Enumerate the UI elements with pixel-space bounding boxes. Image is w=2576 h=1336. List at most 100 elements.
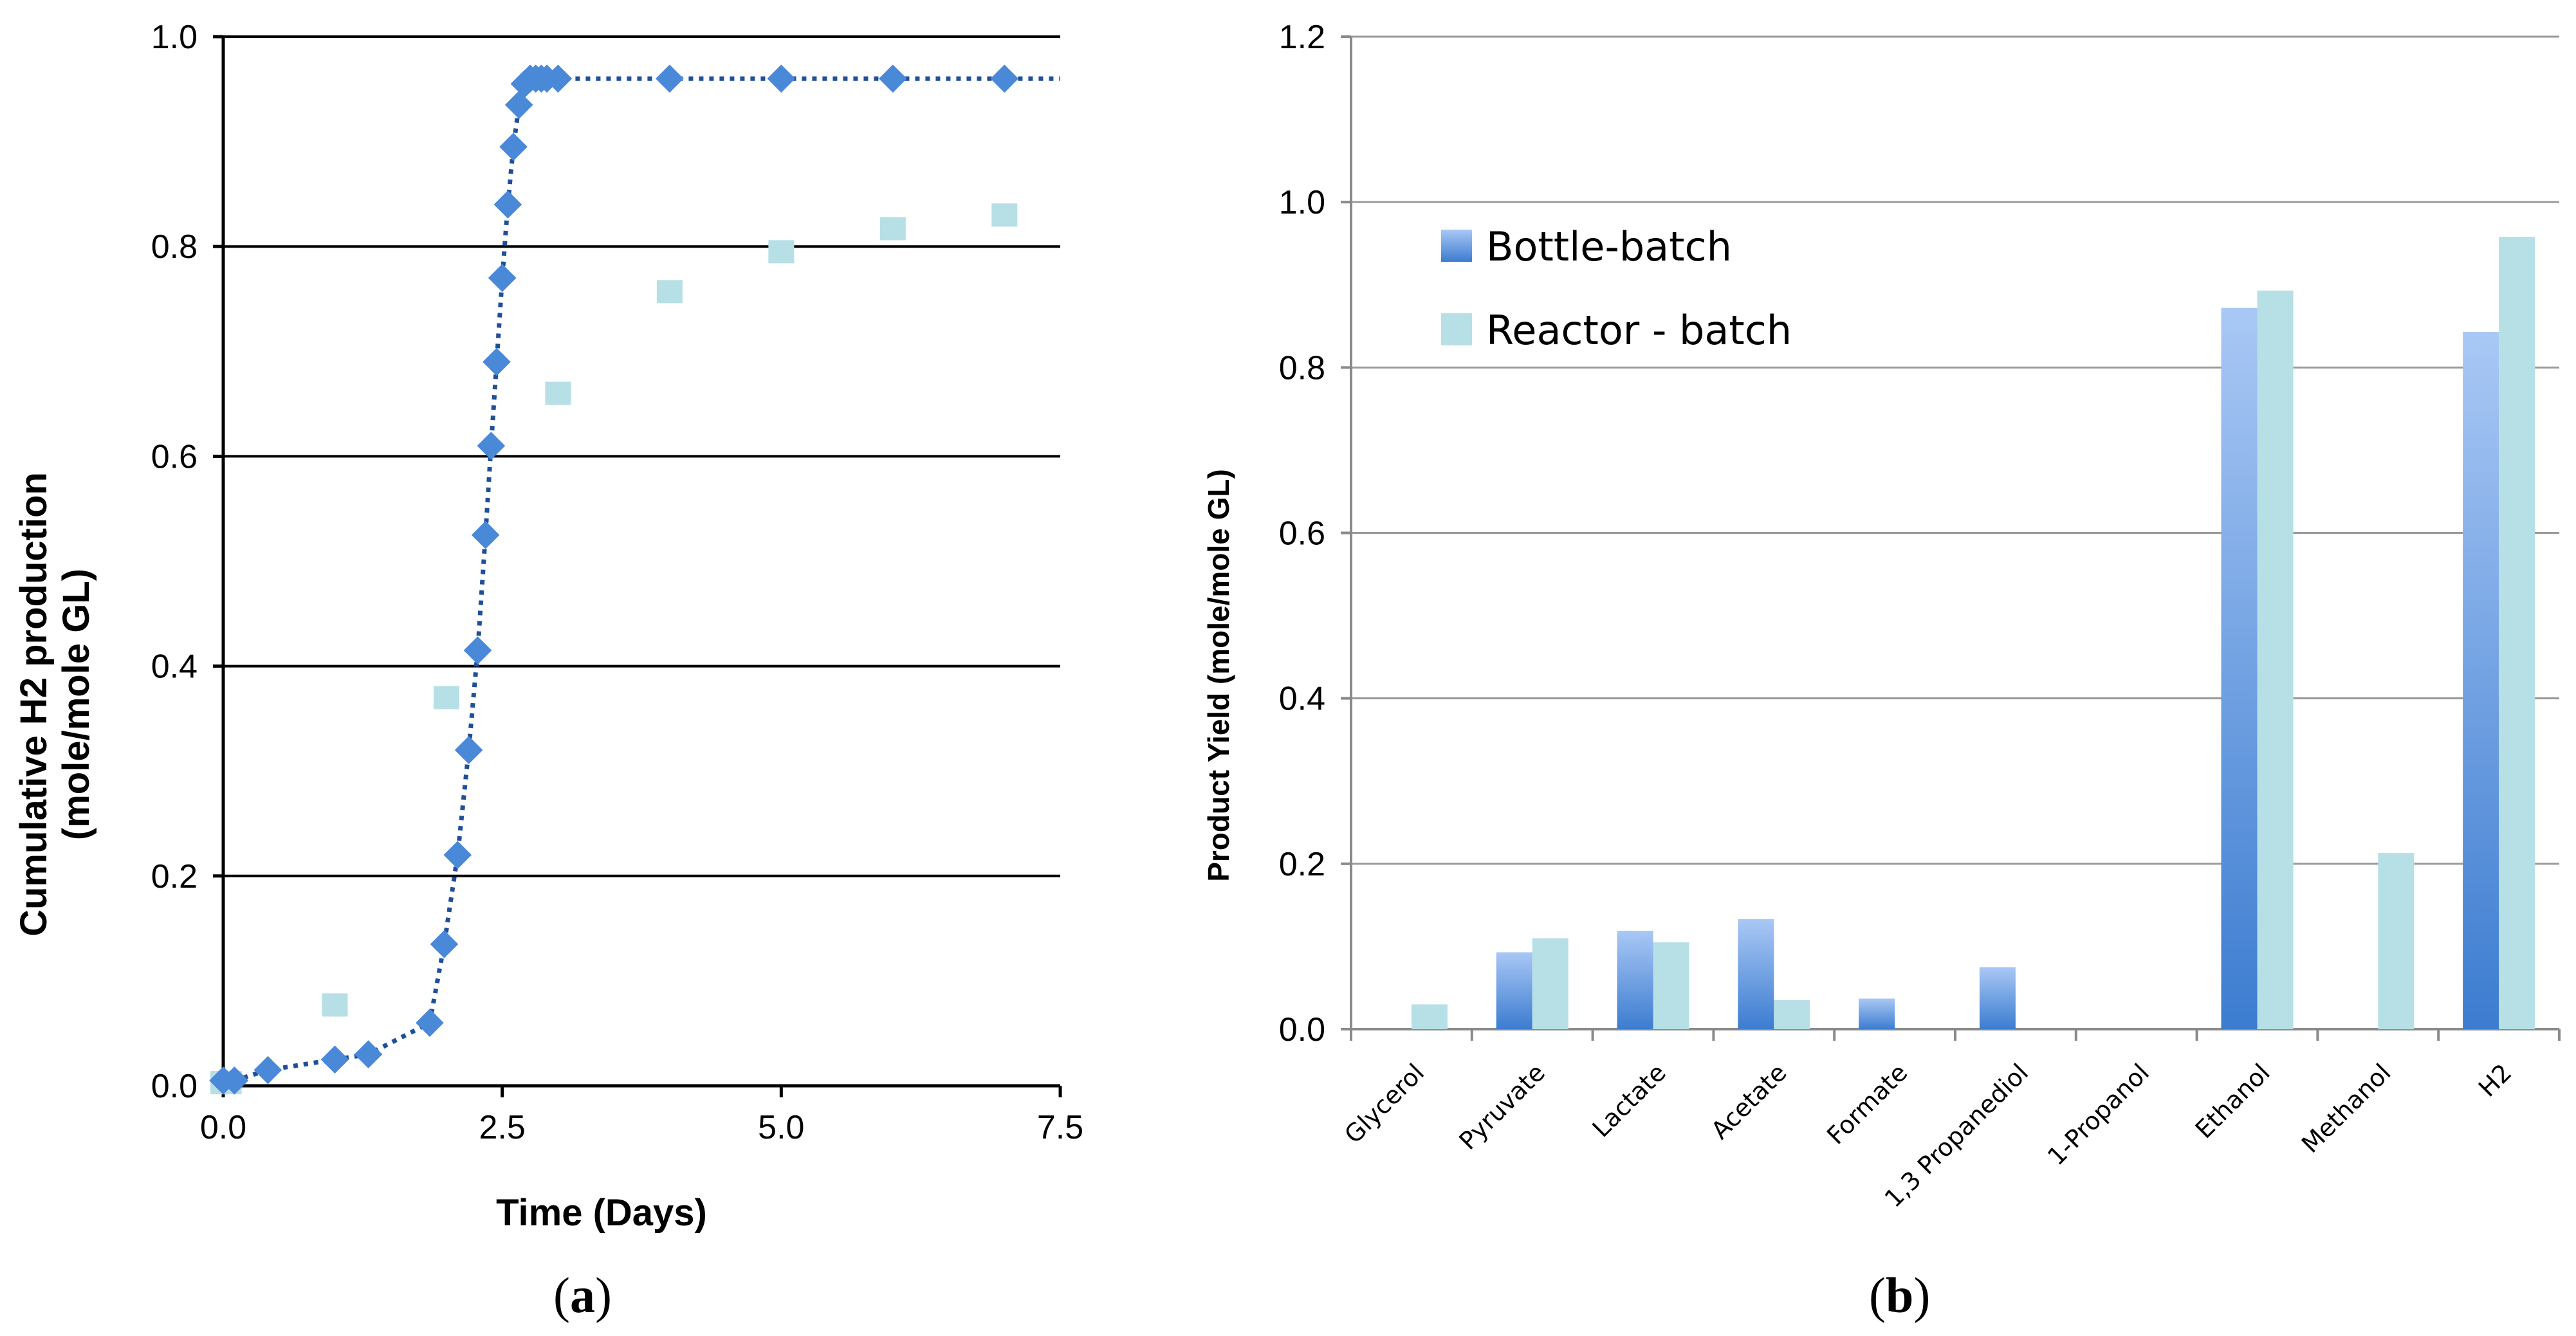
bottle-batch-point [477, 432, 506, 460]
panel-a-y-tick-label: 0.6 [151, 438, 198, 475]
reactor-batch-bar-3 [1774, 1000, 1810, 1029]
bottle-batch-point [544, 64, 573, 93]
panel-b-category-labels: Glycerol Pyruvate Lactate Acetate Formate1,3… [1339, 1058, 2517, 1213]
bottle-batch-fit-line [223, 76, 1060, 1083]
reactor-batch-point [768, 240, 795, 264]
bottle-batch-bar-1 [1496, 952, 1532, 1029]
panel-b-category-label: Methanol [2296, 1058, 2397, 1158]
reactor-batch-point [656, 280, 683, 304]
panel-a-y-tick-label: 1.0 [151, 19, 198, 56]
panel-a-y-axis-title-units: (mole/mole GL) [55, 569, 97, 840]
panel-a-gridlines [223, 35, 1060, 877]
panel-b-y-tick-label: 0.0 [1279, 1011, 1325, 1048]
reactor-batch-bar-2 [1653, 942, 1689, 1029]
reactor-batch-point [433, 686, 459, 709]
bottle-batch-bar-2 [1617, 930, 1653, 1029]
bottle-batch-point [878, 64, 907, 93]
panel-a-x-tick-label: 7.5 [1037, 1109, 1083, 1146]
panel-b-category-label: 1-Propanol [2042, 1058, 2155, 1171]
bottle-batch-point [990, 64, 1019, 93]
panel-b-y-tick-label: 1.2 [1279, 19, 1325, 56]
panel-b-y-tick-label: 0.4 [1279, 681, 1325, 718]
panel-a-x-tick-label: 0.0 [200, 1109, 246, 1146]
reactor-batch-bar-1 [1532, 938, 1569, 1029]
panel-a-y-axis-title: Cumulative H2 production [13, 472, 55, 937]
panel-b-category-label: Glycerol [1339, 1058, 1430, 1149]
panel-b-axes [1341, 35, 2561, 1041]
bottle-batch-bar-4 [1859, 998, 1895, 1029]
legend-label-reactor-batch: Reactor - batch [1486, 307, 1792, 354]
bottle-batch-point [471, 520, 500, 549]
bottle-batch-bar-3 [1738, 919, 1774, 1029]
bottle-batch-point [483, 347, 511, 376]
bottle-batch-point [430, 929, 459, 958]
reactor-batch-point [991, 203, 1018, 227]
reactor-batch-markers [210, 203, 1018, 1095]
bottle-batch-point [488, 264, 517, 292]
panel-b-bars [1411, 237, 2535, 1030]
legend-label-bottle-batch: Bottle-batch [1486, 223, 1732, 270]
panel-a-y-tick-label: 0.4 [151, 648, 198, 686]
panel-b-label-letter: b [1886, 1267, 1913, 1323]
panel-a-x-axis-title: Time (Days) [496, 1192, 707, 1234]
panel-a-y-tick-label: 0.0 [151, 1068, 198, 1105]
bottle-batch-point [443, 841, 472, 870]
panel-b-y-tick-label: 0.8 [1279, 349, 1325, 387]
panel-a-x-tick-label: 2.5 [479, 1109, 526, 1146]
reactor-batch-bar-8 [2378, 853, 2415, 1029]
panel-b-category-label: Ethanol [2190, 1058, 2276, 1144]
panel-b-gridlines [1351, 35, 2559, 865]
bottle-batch-bar-5 [1979, 967, 2016, 1029]
reactor-batch-bar-7 [2257, 290, 2294, 1029]
bottle-batch-point [656, 64, 684, 93]
panel-a-label-letter: a [570, 1267, 595, 1323]
reactor-batch-point [879, 217, 906, 241]
legend-swatch-reactor-batch [1441, 313, 1472, 345]
panel-b-category-label: Formate [1821, 1058, 1913, 1149]
panel-b-label-open: ( [1869, 1267, 1886, 1323]
panel-b-chart: 0.0 0.2 0.4 0.6 0.8 1.0 1.2 Glycerol Pyruvate La… [1202, 19, 2561, 1323]
panel-b-y-axis-title: Product Yield (mole/mole GL) [1202, 469, 1235, 882]
bottle-batch-point [493, 190, 522, 219]
bottle-batch-point [253, 1056, 282, 1084]
panel-a-axes [213, 35, 1062, 1097]
panel-a-label-open: ( [553, 1267, 570, 1323]
bottle-batch-point [767, 64, 796, 93]
panel-b-category-label: Lactate [1587, 1058, 1671, 1142]
bottle-batch-point [499, 133, 528, 161]
panel-b-category-label: Acetate [1706, 1058, 1792, 1144]
panel-a-x-tick-labels: 0.0 2.5 5.0 7.5 [200, 1109, 1083, 1146]
panel-b-legend: Bottle-batch Reactor - batch [1441, 223, 1792, 354]
panel-a-y-tick-label: 0.2 [151, 858, 198, 895]
reactor-batch-point [322, 993, 348, 1017]
panel-b-label: (b) [1869, 1267, 1930, 1323]
panel-b-y-tick-label: 1.0 [1279, 184, 1325, 221]
panel-a-y-tick-label: 0.8 [151, 228, 198, 266]
panel-a-chart: 0.0 0.2 0.4 0.6 0.8 1.0 0.0 2.5 5.0 7.5 Time (Da… [13, 19, 1083, 1323]
bottle-batch-point [416, 1009, 444, 1037]
bottle-batch-point [463, 636, 492, 664]
bottle-batch-point [320, 1045, 349, 1074]
bottle-batch-point [354, 1040, 383, 1068]
panel-a-label: (a) [553, 1267, 612, 1323]
panel-a-label-close: ) [595, 1267, 612, 1323]
legend-swatch-bottle-batch [1441, 230, 1472, 262]
panel-a-x-tick-label: 5.0 [758, 1109, 804, 1146]
panel-b-y-tick-labels: 0.0 0.2 0.4 0.6 0.8 1.0 1.2 [1279, 19, 1325, 1048]
panel-b-y-tick-label: 0.2 [1279, 846, 1325, 883]
panel-a-y-tick-labels: 0.0 0.2 0.4 0.6 0.8 1.0 [151, 19, 198, 1105]
bottle-batch-bar-7 [2221, 307, 2258, 1030]
reactor-batch-bar-9 [2499, 237, 2535, 1030]
panel-b-label-close: ) [1913, 1267, 1930, 1323]
bottle-batch-point [220, 1066, 249, 1095]
bottle-batch-markers [209, 64, 1019, 1095]
bottle-batch-bar-9 [2463, 332, 2499, 1029]
panel-b-category-label: H2 [2473, 1058, 2517, 1102]
panel-b-y-tick-label: 0.6 [1279, 515, 1325, 553]
bottle-batch-point [454, 736, 483, 764]
reactor-batch-bar-0 [1411, 1004, 1448, 1029]
reactor-batch-point [545, 381, 571, 405]
bottle-batch-point [504, 91, 533, 119]
panel-b-category-label: Pyruvate [1453, 1058, 1550, 1155]
